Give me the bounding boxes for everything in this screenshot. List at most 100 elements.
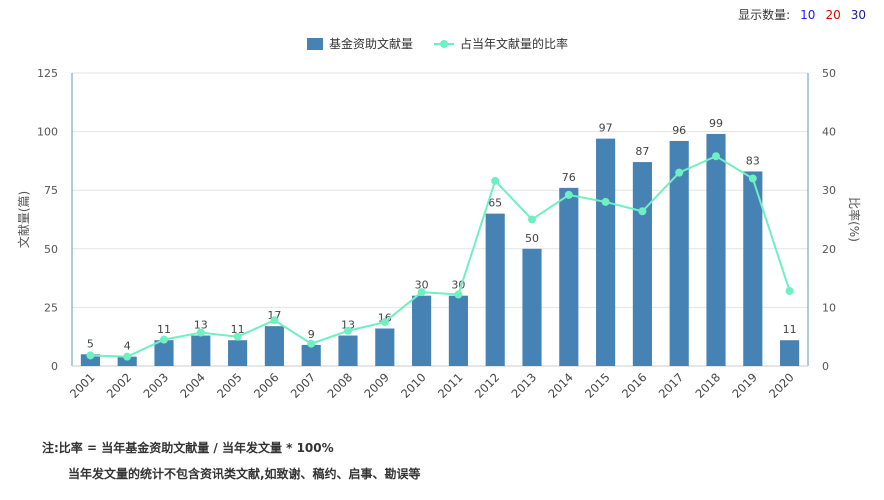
bar: [559, 187, 579, 366]
ratio-point: [307, 339, 316, 348]
y2-tick-label: 20: [822, 243, 836, 256]
ratio-point: [196, 328, 205, 337]
x-tick-label: 2015: [582, 370, 613, 401]
ratio-point: [233, 332, 242, 341]
y-tick-label: 100: [37, 126, 58, 139]
note-line-1: 注:比率 = 当年基金资助文献量 / 当年发文量 * 100%: [42, 441, 334, 455]
bar-data-label: 5: [87, 337, 94, 350]
bar-data-label: 83: [746, 154, 760, 167]
bar-data-label: 11: [157, 323, 171, 336]
y-tick-label: 50: [44, 243, 58, 256]
bar: [80, 354, 100, 366]
bar-data-label: 96: [672, 124, 686, 137]
note-line-2: 当年发文量的统计不包含资讯类文献,如致谢、稿约、启事、勘误等: [68, 467, 421, 481]
x-tick-label: 2008: [325, 370, 356, 401]
bar: [338, 335, 358, 366]
x-tick-label: 2006: [251, 370, 282, 401]
legend-label-line: 占当年文献量的比率: [460, 36, 568, 51]
ratio-point: [491, 176, 500, 185]
ratio-point: [270, 316, 279, 325]
y2-tick-label: 40: [822, 126, 836, 139]
ratio-point: [748, 174, 757, 183]
x-tick-label: 2016: [619, 370, 650, 401]
x-tick-label: 2001: [67, 370, 98, 401]
x-tick-label: 2005: [214, 370, 245, 401]
bar: [706, 133, 726, 366]
ratio-point: [454, 290, 463, 299]
ratio-point: [785, 286, 794, 295]
combo-chart: 0 25 50 75 100 125 0 10 20 30 40 50 文献量(篇) 比率(%) 5 4 11 1…: [16, 36, 862, 401]
bar-data-label: 65: [488, 197, 502, 210]
y2-axis-title: 比率(%): [847, 197, 862, 242]
legend-label-bar: 基金资助文献量: [329, 36, 413, 51]
y2-tick-label: 0: [822, 360, 829, 373]
x-tick-label: 2017: [656, 370, 687, 401]
x-tick-label: 2013: [509, 370, 540, 401]
x-tick-label: 2019: [729, 370, 760, 401]
x-tick-label: 2004: [177, 370, 208, 401]
bar: [596, 138, 616, 366]
x-tick-label: 2020: [766, 370, 797, 401]
bar: [191, 335, 211, 366]
ratio-point: [528, 215, 536, 224]
x-tick-label: 2010: [398, 370, 429, 401]
bar: [632, 162, 652, 366]
bar: [228, 340, 248, 366]
ratio-point: [638, 207, 647, 216]
y-tick-label: 25: [44, 301, 58, 314]
bar-data-label: 30: [415, 279, 429, 292]
y-tick-label: 0: [51, 360, 58, 373]
legend-swatch-bar: [307, 38, 323, 50]
display-count-option-30[interactable]: 30: [850, 7, 866, 22]
bar-data-label: 87: [635, 145, 649, 158]
bar-data-label: 76: [562, 171, 576, 184]
bar-data-label: 4: [124, 340, 131, 353]
x-tick-label: 2003: [141, 370, 172, 401]
ratio-point: [417, 288, 426, 297]
y2-tick-label: 50: [822, 67, 836, 80]
bar: [412, 295, 432, 366]
x-tick-label: 2011: [435, 370, 466, 401]
y-tick-label: 125: [37, 67, 58, 80]
ratio-point: [675, 168, 684, 177]
bar: [743, 171, 763, 366]
x-tick-label: 2002: [104, 370, 135, 401]
bar: [301, 344, 321, 366]
display-count-option-10[interactable]: 10: [800, 7, 816, 22]
bar: [780, 340, 800, 366]
display-count-control: 显示数量: 10 20 30: [738, 6, 866, 23]
x-tick-label: 2007: [288, 370, 319, 401]
bar-data-label: 11: [783, 323, 797, 336]
chart-notes: 注:比率 = 当年基金资助文献量 / 当年发文量 * 100% 当年发文量的统计…: [42, 435, 421, 487]
ratio-point: [86, 351, 95, 360]
ratio-point: [344, 326, 352, 335]
ratio-point: [160, 335, 168, 344]
ratio-point: [380, 318, 389, 327]
y2-tick-label: 10: [822, 301, 836, 314]
y2-tick-label: 30: [822, 184, 836, 197]
bar-data-label: 13: [341, 319, 355, 332]
bar-data-label: 9: [308, 328, 315, 341]
bar: [154, 340, 174, 366]
bar: [448, 295, 468, 366]
x-tick-label: 2018: [693, 370, 724, 401]
bar: [375, 328, 395, 366]
y-tick-label: 75: [44, 184, 58, 197]
display-count-label: 显示数量:: [738, 8, 791, 22]
bar-data-label: 13: [194, 319, 208, 332]
ratio-line: [90, 155, 791, 358]
bar-data-label: 50: [525, 232, 539, 245]
bar: [117, 356, 137, 366]
ratio-point: [601, 197, 610, 206]
ratio-point: [564, 190, 573, 199]
bar-data-label: 11: [231, 323, 245, 336]
y-axis-title: 文献量(篇): [16, 191, 31, 248]
display-count-option-20[interactable]: 20: [825, 7, 841, 22]
ratio-point: [712, 152, 720, 161]
ratio-point: [123, 352, 132, 361]
x-tick-label: 2014: [545, 370, 576, 401]
bar: [485, 213, 505, 366]
bar: [522, 248, 542, 366]
bar: [264, 326, 284, 366]
bar-data-label: 97: [599, 122, 613, 135]
